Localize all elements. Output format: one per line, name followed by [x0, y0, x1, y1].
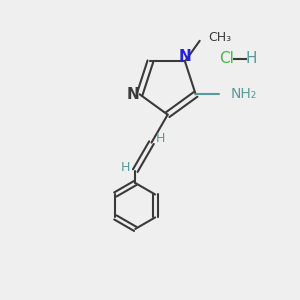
Text: NH₂: NH₂: [230, 87, 257, 101]
Text: CH₃: CH₃: [208, 31, 231, 44]
Text: H: H: [120, 160, 130, 174]
Text: H: H: [156, 132, 166, 145]
Text: Cl: Cl: [219, 51, 234, 66]
Text: N: N: [127, 87, 140, 102]
Text: N: N: [178, 49, 191, 64]
Text: H: H: [246, 51, 257, 66]
